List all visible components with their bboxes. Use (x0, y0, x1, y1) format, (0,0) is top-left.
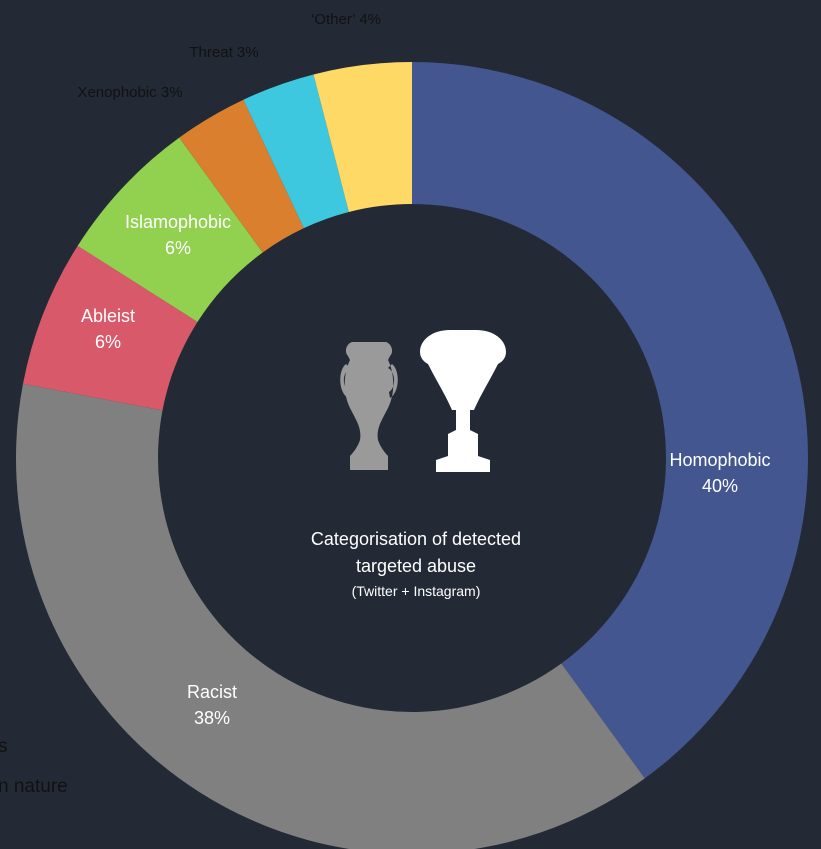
slice (23, 245, 198, 411)
trophy-white (420, 330, 506, 472)
slice-label-value: 3% (161, 84, 183, 101)
slice-label-value: 38% (194, 708, 230, 728)
slice-label-name: Ableist (81, 306, 135, 326)
slice-label-name: Islamophobic (125, 212, 231, 232)
slice (412, 62, 808, 779)
slice-label: ‘Other’ 4% (311, 11, 381, 28)
slice (16, 383, 645, 849)
slice-label-name: Threat (189, 44, 233, 61)
slice-label: Xenophobic 3% (77, 84, 182, 101)
slice (313, 62, 412, 212)
trophy-icons (340, 330, 506, 472)
slice-label-value: 4% (359, 11, 381, 28)
slice-label-value: 3% (237, 44, 259, 61)
slice-label: Threat 3% (189, 44, 258, 61)
trophy-grey (340, 342, 398, 470)
side-text: s (0, 736, 8, 757)
slice-label-name: ‘Other’ (311, 11, 355, 28)
center-title-line: Categorisation of detected (311, 529, 521, 549)
slice (179, 99, 304, 253)
slice (77, 137, 263, 322)
slice-label-value: 40% (702, 476, 738, 496)
slice-label-name: Xenophobic (77, 84, 157, 101)
slice (243, 74, 349, 229)
slice-label-name: Homophobic (669, 450, 770, 470)
slice-label-value: 6% (95, 332, 121, 352)
center-subtitle: (Twitter + Instagram) (352, 583, 481, 599)
slice-label-value: 6% (165, 238, 191, 258)
center-title-line: targeted abuse (356, 556, 476, 576)
labels: Homophobic 40% Racist 38% Ableist 6% Islamopho… (77, 11, 770, 728)
side-text: n nature (0, 776, 68, 797)
slice-label-name: Racist (187, 682, 237, 702)
slices (16, 62, 808, 849)
